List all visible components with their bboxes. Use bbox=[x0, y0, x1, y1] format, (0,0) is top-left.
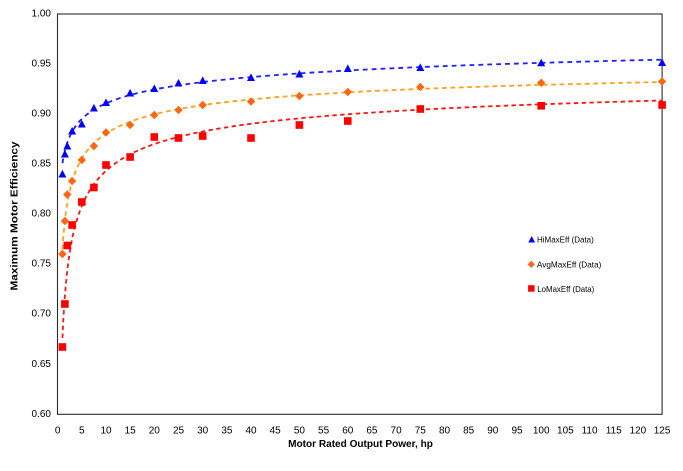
svg-text:50: 50 bbox=[294, 425, 306, 436]
svg-text:115: 115 bbox=[606, 425, 622, 436]
svg-text:55: 55 bbox=[318, 425, 330, 436]
svg-text:0: 0 bbox=[55, 425, 61, 436]
svg-text:0.75: 0.75 bbox=[32, 259, 52, 270]
svg-text:45: 45 bbox=[270, 425, 282, 436]
svg-text:25: 25 bbox=[173, 425, 185, 436]
svg-text:0.95: 0.95 bbox=[32, 59, 52, 70]
svg-text:125: 125 bbox=[654, 425, 671, 436]
svg-text:Motor Rated Output Power, hp: Motor Rated Output Power, hp bbox=[288, 439, 433, 450]
svg-text:HiMaxEff (Data): HiMaxEff (Data) bbox=[537, 235, 594, 245]
svg-text:105: 105 bbox=[557, 425, 574, 436]
svg-text:0.80: 0.80 bbox=[32, 209, 52, 220]
svg-text:65: 65 bbox=[366, 425, 378, 436]
svg-text:30: 30 bbox=[197, 425, 209, 436]
svg-text:95: 95 bbox=[511, 425, 523, 436]
svg-text:0.85: 0.85 bbox=[32, 159, 52, 170]
svg-text:75: 75 bbox=[415, 425, 427, 436]
svg-text:15: 15 bbox=[125, 425, 137, 436]
svg-text:0.60: 0.60 bbox=[32, 409, 52, 420]
svg-text:100: 100 bbox=[533, 425, 550, 436]
svg-text:120: 120 bbox=[630, 425, 647, 436]
svg-text:Maximum Motor Efficiency: Maximum Motor Efficiency bbox=[9, 141, 21, 290]
svg-text:LoMaxEff (Data): LoMaxEff (Data) bbox=[537, 284, 594, 294]
svg-text:70: 70 bbox=[391, 425, 403, 436]
svg-text:85: 85 bbox=[463, 425, 475, 436]
svg-text:5: 5 bbox=[79, 425, 85, 436]
svg-text:60: 60 bbox=[342, 425, 354, 436]
svg-text:10: 10 bbox=[100, 425, 112, 436]
svg-text:0.90: 0.90 bbox=[32, 109, 52, 120]
svg-text:AvgMaxEff (Data): AvgMaxEff (Data) bbox=[537, 260, 602, 270]
svg-text:90: 90 bbox=[487, 425, 499, 436]
svg-text:40: 40 bbox=[245, 425, 257, 436]
svg-text:20: 20 bbox=[149, 425, 161, 436]
svg-text:0.65: 0.65 bbox=[32, 359, 52, 370]
svg-text:0.70: 0.70 bbox=[32, 309, 52, 320]
svg-text:80: 80 bbox=[439, 425, 451, 436]
svg-text:1.00: 1.00 bbox=[32, 9, 52, 20]
svg-text:35: 35 bbox=[221, 425, 233, 436]
svg-text:110: 110 bbox=[582, 425, 598, 436]
